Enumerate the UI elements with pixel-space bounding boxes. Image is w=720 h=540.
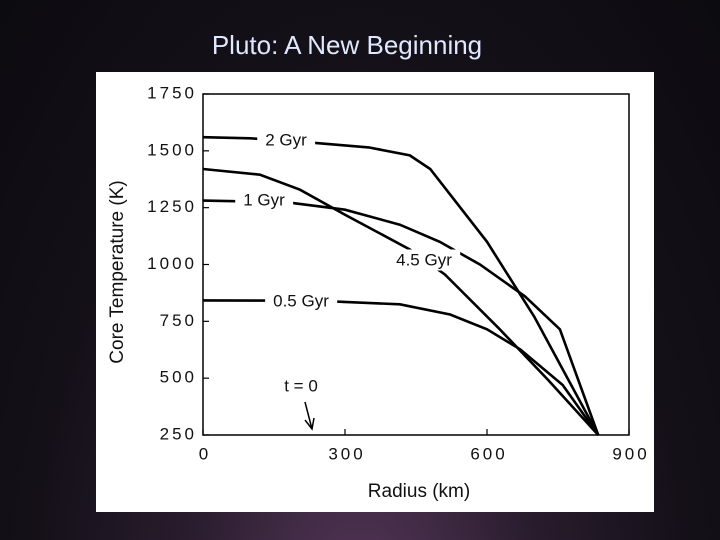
annotation: t = 0: [284, 376, 318, 395]
x-tick-label: 900: [612, 444, 649, 463]
series-label: 0.5 Gyr: [273, 291, 329, 310]
slide-title: Pluto: A New Beginning: [211, 30, 483, 60]
chart-panel: 250 500 750 1000 1250 1500 1750 0 300 600 900 Radiu…: [96, 72, 654, 512]
x-axis-label: Radius (km): [368, 481, 470, 502]
x-tick-label: 600: [470, 444, 507, 463]
series-line: [202, 199, 600, 436]
y-tick-label: 500: [160, 368, 197, 387]
series-label: 4.5 Gyr: [396, 250, 452, 269]
series-line: [202, 299, 600, 436]
y-tick-label: 1000: [147, 254, 197, 273]
series-label-bg: [265, 290, 338, 312]
chart: 250 500 750 1000 1250 1500 1750 0 300 600 900 Radiu…: [107, 83, 649, 502]
y-tick-label: 250: [160, 424, 197, 443]
series-label-bg: [388, 249, 461, 271]
series-label: 1 Gyr: [243, 190, 285, 209]
y-tick-label: 1750: [147, 83, 197, 102]
annotation-arrow: [304, 401, 315, 431]
series-line: [202, 135, 600, 436]
series-label-bg: [257, 129, 316, 151]
y-tick-label: 1250: [147, 197, 197, 216]
x-tick-label: 300: [328, 444, 365, 463]
y-tick-label: 750: [160, 311, 197, 330]
y-tick-label: 1500: [147, 140, 197, 159]
series-label: 2 Gyr: [265, 130, 307, 149]
series-label-bg: [235, 189, 294, 211]
x-tick-label: 0: [199, 444, 211, 463]
y-axis-label: Core Temperature (K): [107, 180, 128, 363]
